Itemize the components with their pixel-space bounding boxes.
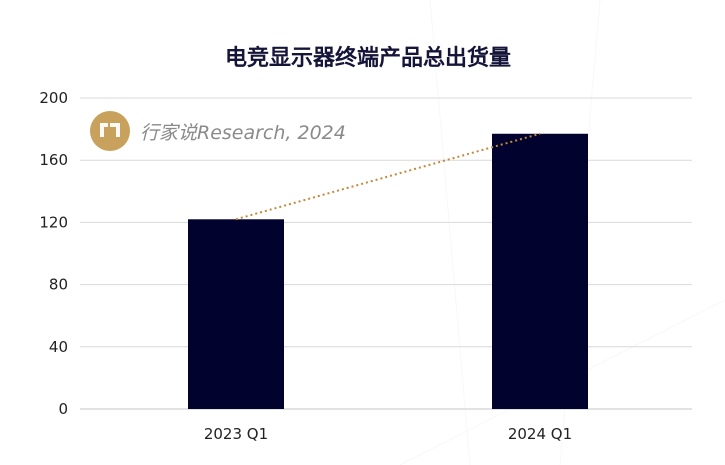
y-tick-label: 40: [49, 338, 68, 356]
y-tick-label: 120: [39, 213, 68, 231]
y-tick-label: 80: [49, 276, 68, 294]
x-tick-label: 2024 Q1: [508, 425, 572, 443]
y-tick-label: 0: [58, 400, 68, 418]
watermark-logo-icon: [90, 111, 130, 151]
chart-title: 电竞显示器终端产品总出货量: [225, 45, 511, 71]
y-axis-ticks: 0 40 80 120 160 200: [39, 89, 68, 418]
watermark-text: 行家说Research, 2024: [140, 122, 346, 144]
gridlines: [80, 97, 692, 410]
bar: [188, 219, 284, 409]
watermark-logo-glyph-icon: [100, 123, 120, 137]
bars: [188, 133, 588, 409]
x-axis-ticks: 2023 Q1 2024 Q1: [204, 425, 572, 443]
x-tick-label: 2023 Q1: [204, 425, 268, 443]
watermark: 行家说Research, 2024: [90, 111, 346, 151]
bar: [492, 133, 588, 409]
y-tick-label: 200: [39, 89, 68, 107]
y-tick-label: 160: [39, 151, 68, 169]
